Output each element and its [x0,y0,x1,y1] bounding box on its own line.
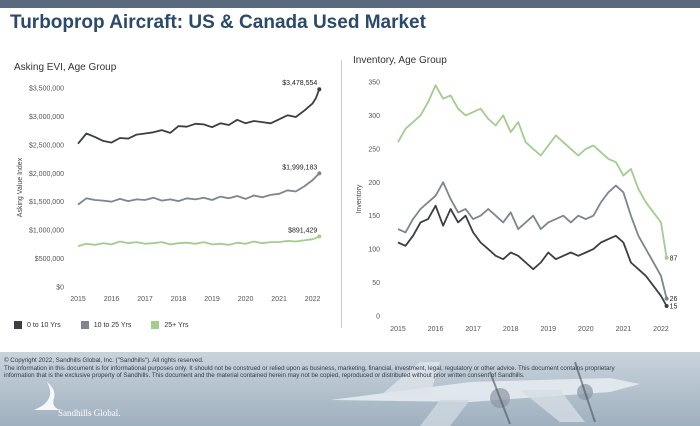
y-axis-label: Inventory [356,184,363,213]
series-line-1 [77,172,320,206]
x-tick-label: 2022 [653,326,669,333]
x-tick-label: 2016 [428,326,444,333]
left-chart-title: Asking EVI, Age Group [14,62,117,73]
series-line-2 [397,84,668,258]
y-tick-label: 200 [368,180,380,187]
legend-item-10-25: 10 to 25 Yrs [80,321,132,329]
x-tick-label: 2016 [104,296,120,303]
inventory-chart: 0 50 100 150 200 250 300 350 2015 2016 2017 2018 201… [356,80,678,334]
series-end-point [664,303,669,308]
series-line-2 [77,235,320,247]
series-line-0 [77,88,321,145]
y-tick-label: $1,000,000 [29,228,64,235]
x-tick-label: 2020 [578,326,594,333]
end-value-label: $3,478,554 [282,80,317,87]
y-tick-label: $2,000,000 [29,171,64,178]
legend-swatch [151,321,160,329]
x-tick-label: 2020 [238,296,254,303]
copyright-notice: © Copyright 2022, Sandhills Global, Inc.… [4,357,644,380]
y-tick-label: $3,500,000 [29,86,64,93]
y-tick-label: $2,500,000 [29,142,64,149]
chart-legend: 0 to 10 Yrs 10 to 25 Yrs 25+ Yrs [14,321,189,329]
sandhills-crane-logo-icon [34,382,60,410]
y-tick-label: 250 [368,146,380,153]
footer-banner [0,352,700,426]
header-bar [0,0,700,8]
y-tick-label: $3,000,000 [29,114,64,121]
x-tick-label: 2019 [204,296,220,303]
y-tick-label: 300 [368,113,380,120]
series-end-point [317,171,322,176]
series-end-point [664,255,669,260]
y-tick-label: 50 [372,280,380,287]
brand-name: Sandhills Global. [58,408,121,418]
y-tick-label: 350 [368,80,380,87]
x-tick-label: 2017 [137,296,153,303]
x-tick-label: 2022 [305,296,321,303]
x-tick-label: 2021 [616,326,632,333]
legend-label: 25+ Yrs [164,321,189,329]
legend-swatch [14,321,22,329]
legend-item-25-plus: 25+ Yrs [151,321,189,329]
x-tick-label: 2017 [465,326,481,333]
y-tick-label: 0 [376,314,380,321]
x-tick-label: 2018 [503,326,519,333]
chart-divider [341,60,342,328]
series-line-0 [397,204,668,307]
y-tick-label: $0 [56,285,64,292]
disclaimer-line: The information in this document is for … [4,364,615,372]
x-tick-label: 2015 [70,296,86,303]
asking-evi-chart: $0 $500,000 $1,000,000 $1,500,000 $2,000,000… [17,80,322,303]
series-end-point [664,296,669,301]
end-value-label: $891,429 [288,227,317,234]
y-tick-label: 100 [368,247,380,254]
series-end-point [317,87,322,92]
x-tick-label: 2019 [540,326,556,333]
end-value-label: $1,999,183 [282,164,317,171]
x-tick-label: 2021 [271,296,287,303]
legend-swatch [80,321,89,329]
copyright-line: © Copyright 2022, Sandhills Global, Inc.… [4,357,204,364]
legend-label: 0 to 10 Yrs [27,321,61,329]
y-axis-label: Asking Value Index [17,157,24,217]
end-value-label: 87 [670,255,678,262]
aircraft-photo-icon [330,361,640,426]
end-value-label: 26 [670,296,678,303]
x-tick-label: 2018 [171,296,187,303]
series-line-1 [397,181,668,299]
end-value-label: 15 [670,303,678,310]
series-end-point [317,234,322,239]
right-chart-title: Inventory, Age Group [353,55,447,66]
y-tick-label: $1,500,000 [29,199,64,206]
y-tick-label: $500,000 [35,256,64,263]
page-title: Turboprop Aircraft: US & Canada Used Mar… [10,12,426,33]
legend-item-0-10: 0 to 10 Yrs [14,321,61,329]
x-tick-label: 2015 [390,326,406,333]
y-tick-label: 150 [368,213,380,220]
disclaimer-line: information that is the exclusive proper… [4,372,525,379]
legend-label: 10 to 25 Yrs [93,321,132,329]
